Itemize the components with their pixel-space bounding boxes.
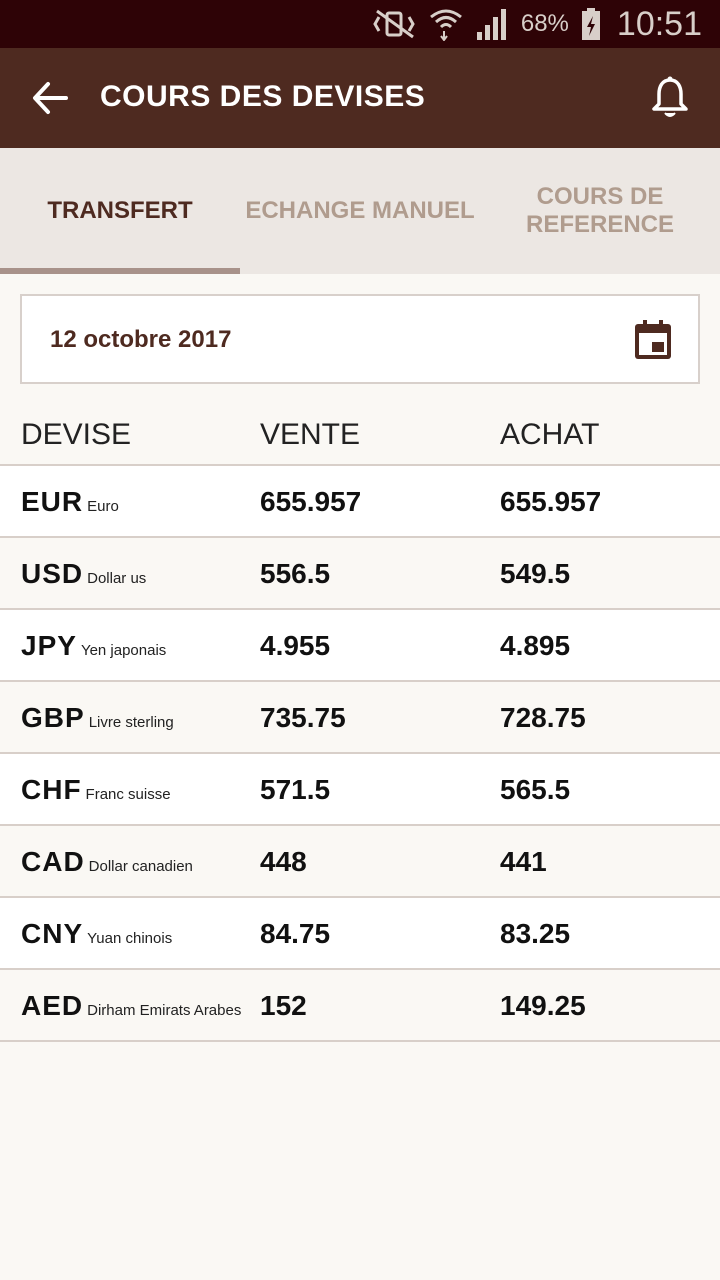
table-row: USD Dollar us 556.5 549.5 [0, 538, 720, 610]
table-row: AED Dirham Emirats Arabes 152 149.25 [0, 970, 720, 1042]
date-value: 12 octobre 2017 [50, 326, 232, 353]
tab-transfert[interactable]: TRANSFERT [0, 148, 240, 274]
currency-name: Livre sterling [88, 714, 174, 731]
currency-name: Dollar us [87, 570, 147, 587]
table-row: GBP Livre sterling 735.75 728.75 [0, 682, 720, 754]
achat-value: 441 [500, 846, 547, 877]
tab-bar: TRANSFERT ECHANGE MANUEL COURS DE REFERE… [0, 148, 720, 274]
currency-code: AED Dirham Emirats Arabes [21, 990, 242, 1021]
tab-cours-de-reference-label: COURS DE REFERENCE [525, 183, 675, 238]
table-row: EUR Euro 655.957 655.957 [0, 466, 720, 538]
table-row: CNY Yuan chinois 84.75 83.25 [0, 898, 720, 970]
table-row: JPY Yen japonais 4.955 4.895 [0, 610, 720, 682]
currency-code: CAD Dollar canadien [21, 846, 193, 877]
page-title: COURS DES DEVISES [100, 80, 426, 113]
currency-table: EUR Euro 655.957 655.957 USD Dollar us 556… [0, 466, 720, 1042]
vente-value: 152 [260, 990, 307, 1021]
currency-code: GBP Livre sterling [21, 702, 174, 733]
table-row: CHF Franc suisse 571.5 565.5 [0, 754, 720, 826]
signal-icon [476, 9, 506, 40]
achat-value: 728.75 [500, 702, 586, 733]
currency-code: CNY Yuan chinois [21, 918, 173, 949]
table-row: CAD Dollar canadien 448 441 [0, 826, 720, 898]
header-devise: DEVISE [21, 418, 132, 451]
table-header: DEVISE VENTE ACHAT [0, 404, 720, 466]
currency-name: Dirham Emirats Arabes [87, 1002, 242, 1019]
tab-cours-de-reference[interactable]: COURS DE REFERENCE [480, 148, 720, 274]
status-bar: 68% 10:51 [0, 0, 720, 48]
vente-value: 655.957 [260, 486, 362, 517]
wifi-icon [429, 9, 462, 41]
achat-value: 4.895 [500, 630, 571, 661]
clock: 10:51 [616, 4, 702, 43]
battery-charging-icon [581, 8, 600, 40]
achat-value: 149.25 [500, 990, 586, 1021]
bell-icon[interactable] [650, 76, 690, 120]
currency-code: USD Dollar us [21, 558, 147, 589]
vibrate-mute-icon [373, 9, 415, 39]
vente-value: 4.955 [260, 630, 331, 661]
currency-name: Franc suisse [85, 786, 171, 803]
app-bar: COURS DES DEVISES [0, 48, 720, 148]
vente-value: 448 [260, 846, 307, 877]
vente-value: 571.5 [260, 774, 331, 805]
header-vente: VENTE [260, 418, 361, 451]
achat-value: 655.957 [500, 486, 602, 517]
battery-percent: 68% [520, 10, 569, 37]
currency-name: Dollar canadien [88, 858, 193, 875]
vente-value: 556.5 [260, 558, 331, 589]
vente-value: 735.75 [260, 702, 346, 733]
achat-value: 565.5 [500, 774, 571, 805]
back-arrow-icon[interactable] [30, 78, 70, 118]
currency-code: JPY Yen japonais [21, 630, 167, 661]
vente-value: 84.75 [260, 918, 331, 949]
currency-name: Yuan chinois [87, 930, 173, 947]
currency-name: Euro [87, 498, 119, 515]
calendar-icon[interactable] [634, 320, 672, 360]
currency-name: Yen japonais [80, 642, 167, 659]
tab-echange-manuel[interactable]: ECHANGE MANUEL [245, 197, 475, 224]
header-achat: ACHAT [500, 418, 600, 451]
achat-value: 549.5 [500, 558, 571, 589]
achat-value: 83.25 [500, 918, 571, 949]
date-picker[interactable]: 12 octobre 2017 [20, 294, 700, 384]
currency-code: EUR Euro [21, 486, 119, 517]
currency-code: CHF Franc suisse [21, 774, 171, 805]
